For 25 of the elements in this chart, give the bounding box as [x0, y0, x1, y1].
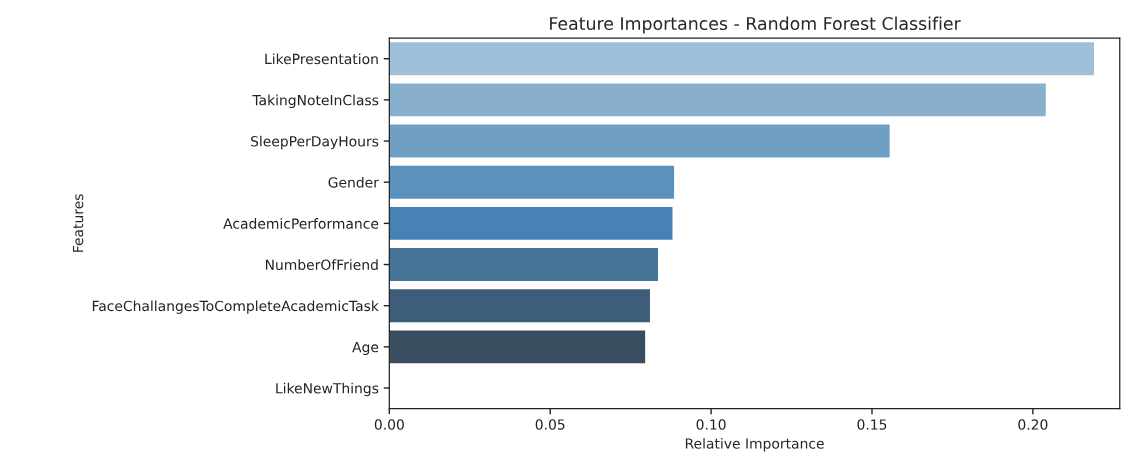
bar: [389, 289, 650, 323]
y-tick-label: LikeNewThings: [276, 382, 379, 397]
bar: [389, 42, 1095, 76]
bar: [389, 248, 659, 281]
bar: [389, 124, 890, 158]
x-tick-label: 0.15: [857, 419, 887, 430]
bar: [389, 206, 673, 240]
x-tick-label: 0.20: [1018, 419, 1048, 430]
bar: [389, 83, 1046, 117]
x-tick-label: 0.05: [535, 419, 565, 430]
y-tick-label: TakingNoteInClass: [252, 94, 379, 109]
y-axis-title: Features: [72, 194, 84, 252]
bar: [389, 330, 646, 364]
y-tick-label: Age: [352, 342, 379, 356]
bar: [389, 165, 675, 199]
y-tick-label: FaceChallangesToCompleteAcademicTask: [92, 300, 379, 314]
x-axis-title: Relative Importance: [685, 438, 824, 452]
y-tick-label: LikePresentation: [265, 53, 378, 65]
y-tick-label: AcademicPerformance: [223, 218, 379, 229]
y-tick-label: Gender: [328, 176, 379, 188]
y-tick-label: SleepPerDayHours: [251, 135, 379, 150]
x-tick-label: 0.10: [696, 419, 726, 430]
chart-title: Feature Importances - Random Forest Classifier: [550, 16, 961, 34]
x-tick-label: 0.00: [374, 419, 404, 430]
y-tick-label: NumberOfFriend: [265, 259, 378, 270]
